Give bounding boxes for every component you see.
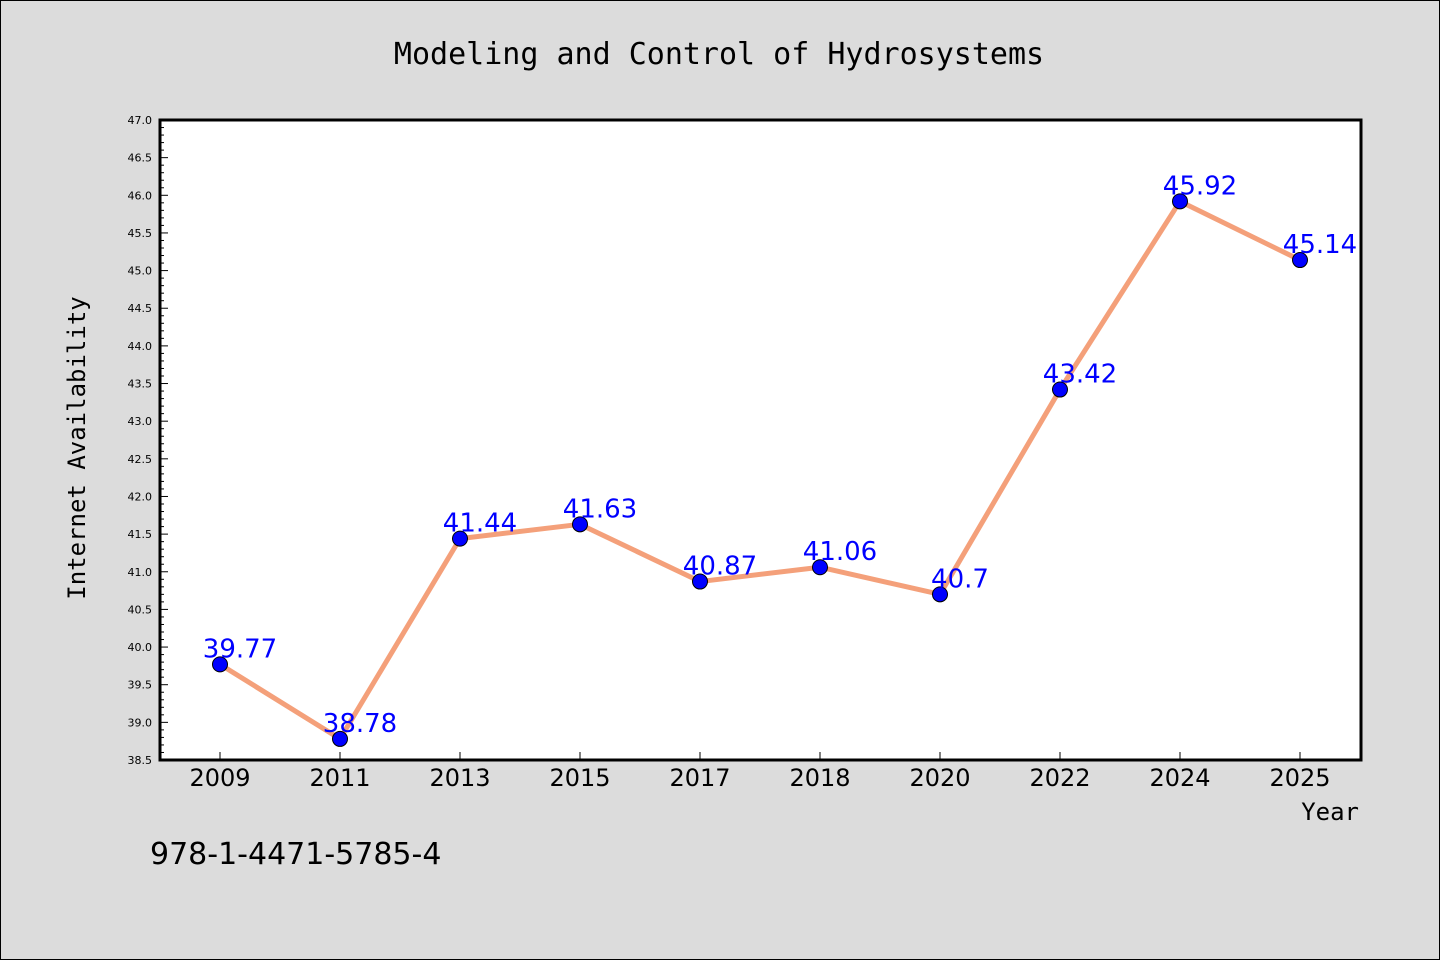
data-label: 41.06 xyxy=(803,537,877,567)
plot-area xyxy=(158,118,1363,762)
y-tick-label: 46.5 xyxy=(128,152,153,165)
y-tick-label: 38.5 xyxy=(128,754,153,767)
x-tick-label: 2025 xyxy=(1269,764,1330,792)
y-tick-label: 47.0 xyxy=(128,114,153,127)
y-axis: 38.5 39.0 39.5 40.0 40.5 41.0 41.5 42.0 42.5 43.0… xyxy=(128,114,168,767)
y-tick-label: 40.5 xyxy=(128,603,153,616)
series-layer: 39.77 38.78 41.44 41.63 40.87 41.06 40.7 43.42 4… xyxy=(203,171,1357,747)
y-tick-label: 43.0 xyxy=(128,415,153,428)
data-point xyxy=(332,730,348,747)
y-tick-label: 40.0 xyxy=(128,641,153,654)
x-axis-label: Year xyxy=(1301,798,1359,826)
x-tick-label: 2013 xyxy=(429,764,490,792)
x-tick-label: 2024 xyxy=(1149,764,1210,792)
y-tick-label: 42.0 xyxy=(128,490,153,503)
y-tick-label: 44.5 xyxy=(128,302,153,315)
y-tick-label: 39.5 xyxy=(128,679,153,692)
x-tick-label: 2018 xyxy=(789,764,850,792)
data-point xyxy=(812,559,828,576)
series-line xyxy=(217,198,1303,742)
data-label: 41.44 xyxy=(443,509,517,539)
data-point xyxy=(692,573,708,590)
data-point xyxy=(1172,193,1188,210)
data-label: 38.78 xyxy=(323,709,397,739)
y-tick-label: 45.0 xyxy=(128,265,153,278)
data-label: 41.63 xyxy=(563,494,637,524)
x-tick-label: 2015 xyxy=(549,764,610,792)
x-axis: 2009 2011 2013 2015 2017 2018 2020 2022 2024 2025 xyxy=(189,752,1331,792)
y-axis-label: Internet Availability xyxy=(63,296,91,599)
x-tick-label: 2011 xyxy=(309,764,370,792)
chart-title: Modeling and Control of Hydrosystems xyxy=(394,37,1044,72)
y-tick-label: 44.0 xyxy=(128,340,153,353)
x-tick-label: 2009 xyxy=(189,764,250,792)
data-label: 45.92 xyxy=(1163,171,1237,201)
x-tick-label: 2020 xyxy=(909,764,970,792)
data-label: 39.77 xyxy=(203,634,277,664)
data-label: 40.7 xyxy=(931,564,989,594)
data-label: 40.87 xyxy=(683,552,757,582)
x-tick-label: 2022 xyxy=(1029,764,1090,792)
data-point xyxy=(932,586,948,603)
x-tick-label: 2017 xyxy=(669,764,730,792)
data-label: 45.14 xyxy=(1283,230,1357,260)
data-label: 43.42 xyxy=(1043,360,1117,390)
y-tick-label: 39.0 xyxy=(128,716,153,729)
y-tick-label: 41.5 xyxy=(128,528,153,541)
data-point xyxy=(212,656,228,673)
isbn-footer: 978-1-4471-5785-4 xyxy=(150,837,441,872)
y-tick-label: 45.5 xyxy=(128,227,153,240)
y-tick-label: 42.5 xyxy=(128,453,153,466)
data-point xyxy=(572,516,588,533)
y-tick-label: 43.5 xyxy=(128,378,153,391)
y-tick-label: 41.0 xyxy=(128,566,153,579)
data-point xyxy=(452,530,468,547)
y-tick-label: 46.0 xyxy=(128,189,153,202)
data-point xyxy=(1052,381,1068,398)
data-point xyxy=(1292,252,1308,269)
